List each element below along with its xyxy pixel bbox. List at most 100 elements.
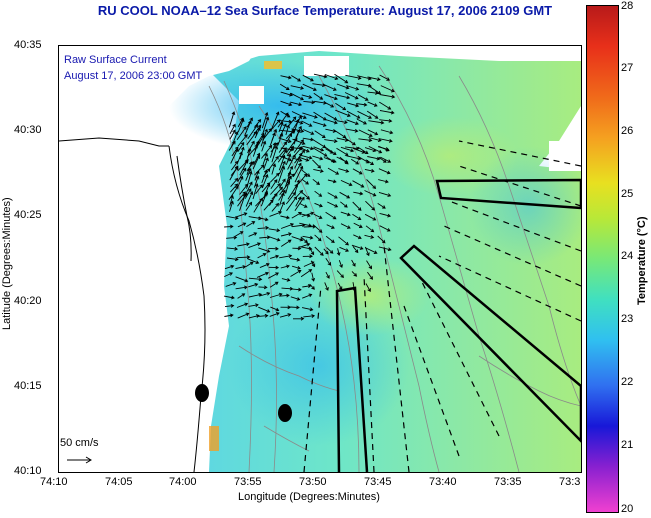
current-vector	[339, 246, 349, 252]
current-vector	[258, 285, 268, 290]
current-vector	[367, 271, 374, 280]
current-vector	[365, 225, 375, 233]
current-vector	[290, 305, 300, 310]
current-vector	[224, 272, 234, 278]
current-vector	[299, 202, 308, 208]
current-vector	[287, 183, 298, 200]
colorbar-tick: 24	[621, 250, 634, 262]
current-vector	[270, 142, 279, 153]
current-vector	[262, 152, 268, 165]
current-vector	[226, 235, 238, 240]
current-vector	[293, 128, 301, 145]
x-tick-label: 74:10	[40, 476, 68, 488]
current-vector	[248, 314, 260, 319]
current-vector	[312, 121, 327, 127]
current-vector	[368, 120, 385, 125]
current-vector	[247, 140, 255, 154]
current-vector	[294, 165, 304, 183]
current-vector	[352, 180, 365, 188]
current-vector	[345, 74, 362, 80]
current-vector	[325, 211, 337, 220]
current-vector	[327, 179, 337, 184]
current-vector	[336, 83, 350, 90]
x-tick-label: 74:00	[169, 476, 197, 488]
y-tick-label: 40:10	[14, 465, 42, 477]
current-vector	[357, 146, 369, 154]
current-vector	[254, 170, 260, 181]
current-vector	[229, 183, 239, 193]
y-tick-label: 40:20	[14, 295, 42, 307]
colorbar-title: Temperature (°C)	[636, 216, 648, 305]
current-vector	[378, 138, 393, 143]
current-vector	[229, 194, 234, 207]
current-vector	[324, 139, 338, 144]
current-vector	[368, 145, 383, 154]
current-vector	[291, 236, 304, 242]
current-vector	[301, 169, 311, 177]
current-vector	[239, 183, 249, 195]
current-vector	[364, 234, 375, 239]
current-vector	[337, 282, 343, 291]
current-vector	[255, 184, 263, 195]
current-vector	[261, 111, 269, 129]
current-vector	[290, 257, 301, 262]
current-vector	[226, 246, 239, 251]
current-vector	[291, 265, 301, 270]
current-vector	[313, 168, 324, 173]
current-vector	[253, 197, 263, 213]
current-vector	[314, 202, 323, 208]
current-vector	[269, 281, 279, 288]
current-vector	[229, 200, 234, 212]
current-vector	[314, 234, 322, 242]
current-vector	[356, 102, 368, 107]
current-vector	[285, 191, 296, 205]
current-vector	[379, 225, 391, 232]
current-vector	[303, 314, 316, 318]
current-vector	[293, 162, 302, 177]
current-vector	[280, 138, 292, 144]
surface-current-vectors	[223, 73, 396, 321]
current-vector	[301, 154, 313, 160]
current-vector	[290, 269, 302, 277]
current-vector	[346, 155, 362, 161]
current-vector	[259, 291, 271, 297]
current-vector	[229, 123, 236, 135]
current-vector	[351, 259, 356, 267]
current-vector	[312, 159, 322, 169]
current-vector	[322, 83, 337, 91]
current-vector	[340, 146, 355, 153]
current-vector	[352, 168, 363, 175]
current-vector	[254, 127, 261, 139]
current-vector	[301, 178, 309, 185]
y-tick-label: 40:25	[14, 209, 42, 221]
current-vector	[326, 224, 335, 229]
current-vector	[245, 167, 252, 181]
current-vector	[368, 137, 382, 143]
current-vector	[278, 123, 287, 140]
station-marker	[278, 404, 292, 422]
current-vector	[279, 180, 291, 195]
current-vector	[279, 192, 285, 206]
current-vector	[324, 282, 329, 291]
current-vector	[367, 101, 378, 107]
current-vector	[248, 242, 261, 249]
current-vector	[248, 277, 263, 282]
current-vector	[290, 101, 303, 107]
current-vector	[303, 129, 315, 135]
current-vector	[301, 120, 313, 127]
current-vector	[325, 235, 335, 244]
current-vector	[314, 130, 326, 138]
current-vector	[325, 271, 330, 279]
current-vector	[377, 235, 386, 244]
current-vector	[291, 287, 302, 292]
current-vector	[357, 94, 369, 101]
current-vector	[313, 147, 328, 157]
current-vector	[299, 146, 310, 153]
current-vector	[301, 94, 313, 99]
current-vector	[327, 201, 339, 208]
current-vector	[313, 73, 328, 79]
current-vector	[261, 140, 267, 152]
current-vector	[379, 212, 392, 218]
current-vector	[290, 85, 305, 90]
current-vector	[280, 232, 292, 237]
